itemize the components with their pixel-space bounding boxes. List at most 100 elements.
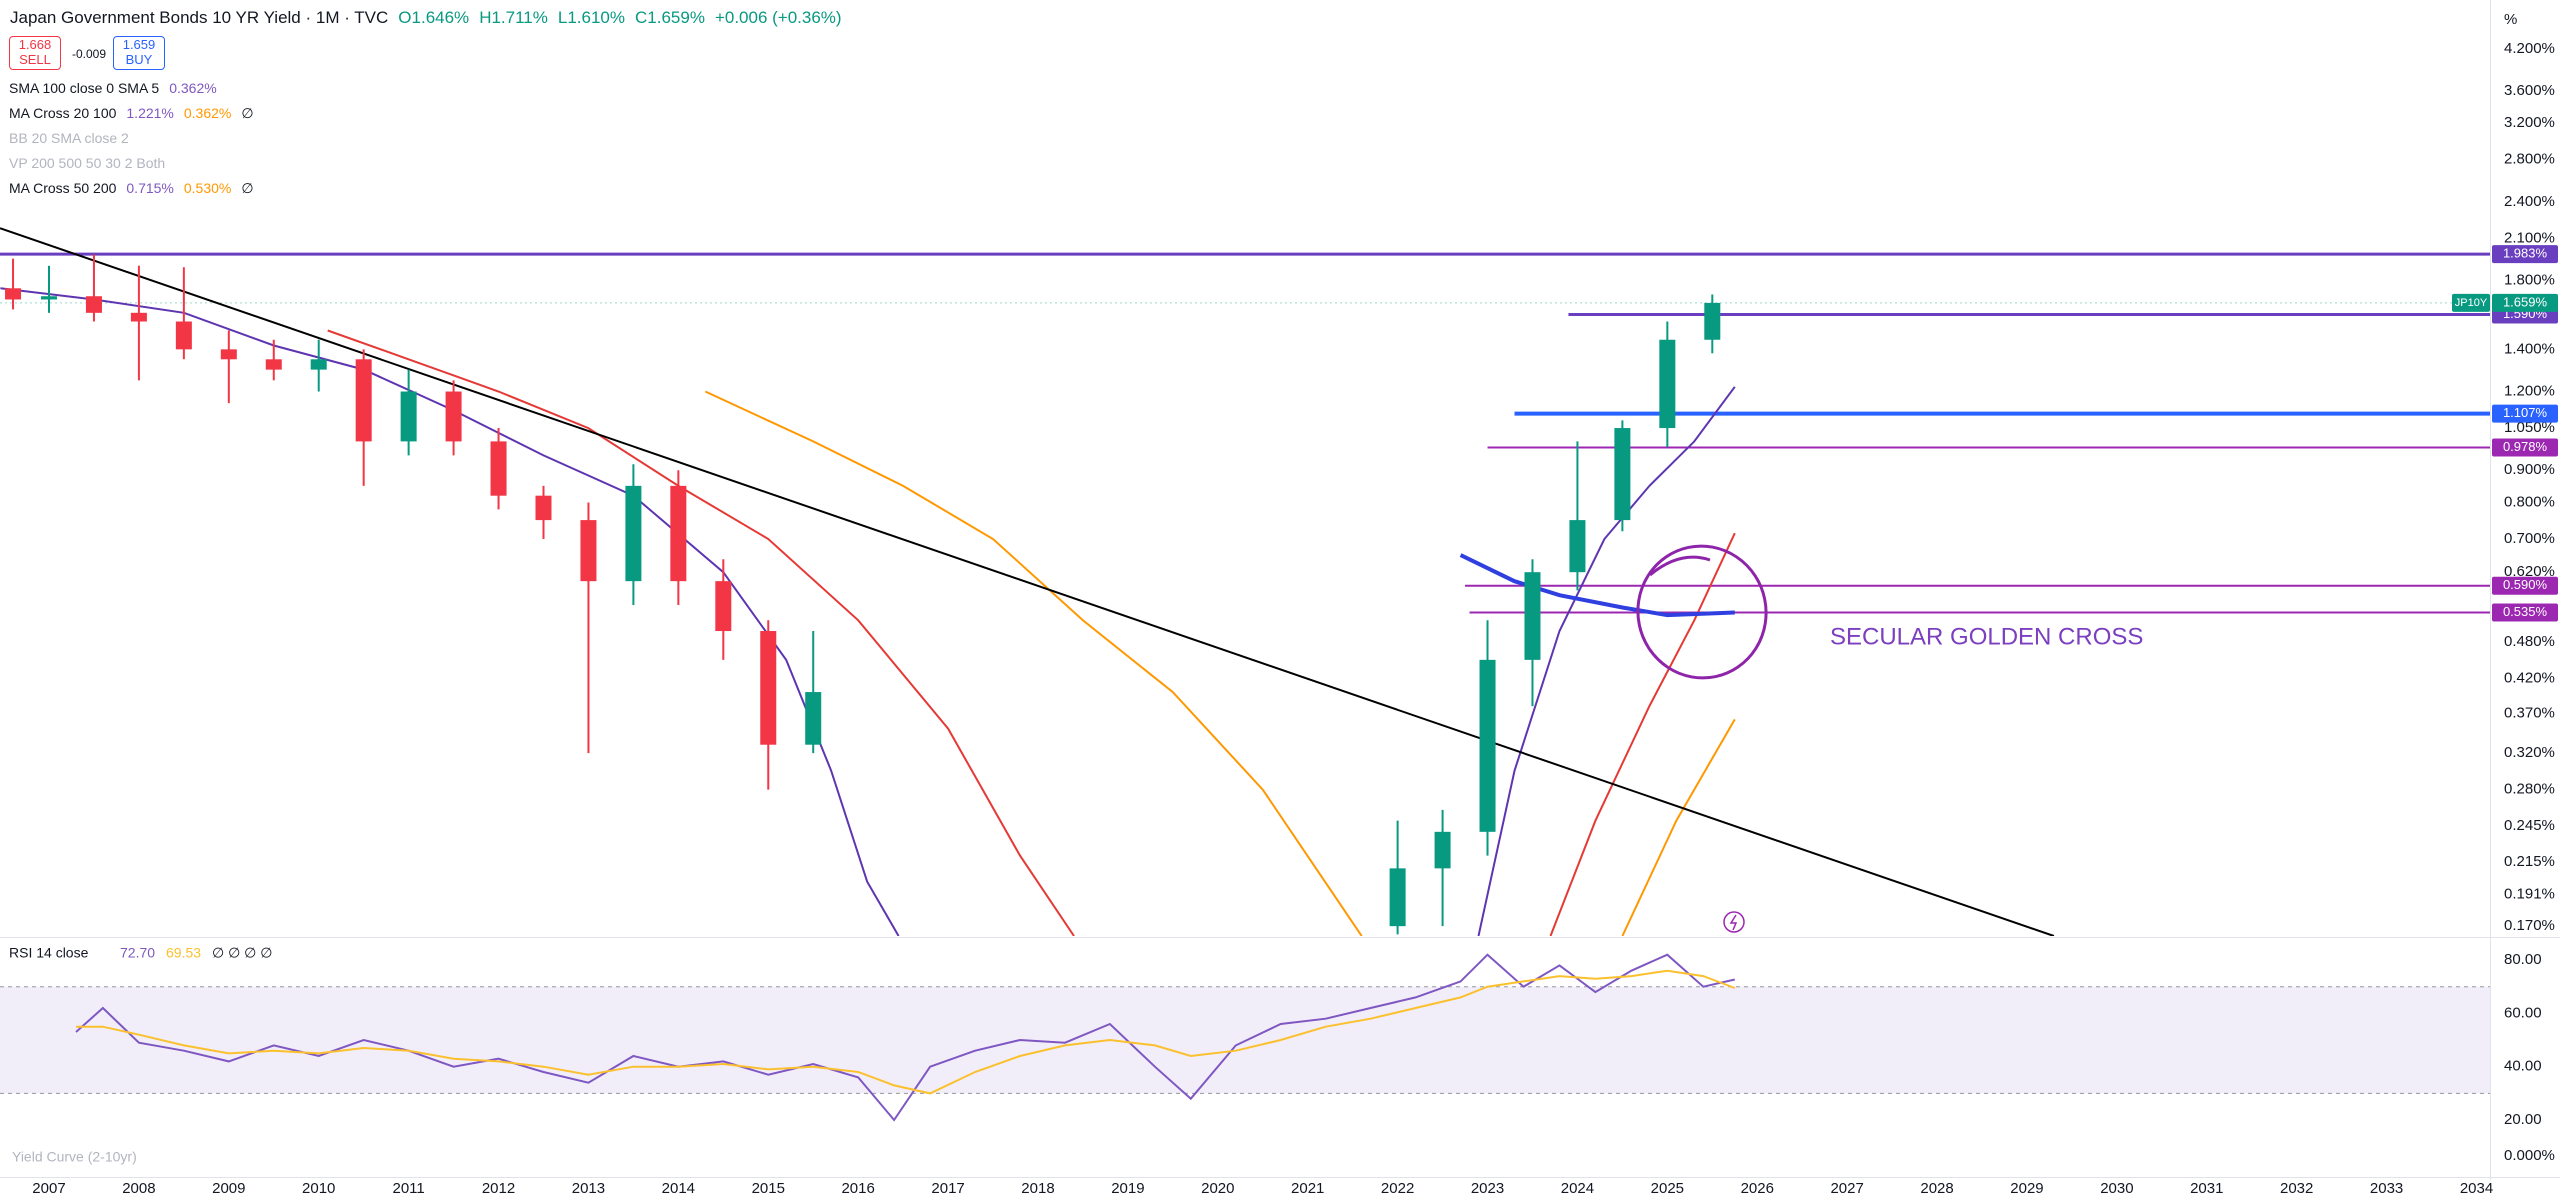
rsi-value: 72.70 [120, 945, 155, 961]
axes: 4.200% 3.600% 3.200% 2.800% 2.400% 2.100% 1.80… [32, 40, 2558, 1197]
y-tick-label: 2.400% [2504, 193, 2555, 210]
x-tick-label: 2009 [212, 1180, 245, 1197]
price-tag-label: 0.978% [2503, 439, 2548, 454]
sell-button[interactable]: 1.668 SELL [9, 36, 61, 70]
y-tick-label: 0.170% [2504, 917, 2555, 934]
event-icon[interactable] [1723, 911, 1745, 933]
indicator-row[interactable]: VP 200 500 50 30 2 Both [9, 155, 165, 171]
candle-body [5, 288, 22, 300]
main-pane [0, 227, 2490, 936]
y-tick-label: 3.600% [2504, 82, 2555, 99]
price-tag-label: 1.659% [2503, 294, 2548, 309]
spread: -0.009 [72, 47, 107, 61]
x-tick-label: 2008 [122, 1180, 155, 1197]
x-tick-label: 2021 [1291, 1180, 1324, 1197]
symbol-tag-label: JP10Y [2455, 297, 2488, 309]
candle-body [580, 520, 597, 582]
rsi-tick-label: 80.00 [2504, 951, 2542, 968]
rsi-line [75, 953, 1736, 1122]
y-tick-label: 2.800% [2504, 151, 2555, 168]
rsi-extra: ∅ ∅ ∅ ∅ [212, 945, 272, 961]
rsi-title: RSI 14 close [9, 945, 89, 961]
buy-price: 1.659 [122, 37, 156, 52]
candle-body [1434, 831, 1451, 869]
indicator-value: ∅ [241, 180, 254, 196]
x-tick-label: 2031 [2190, 1180, 2223, 1197]
x-tick-label: 2013 [572, 1180, 605, 1197]
indicator-value: ∅ [241, 105, 254, 121]
candle-body [40, 296, 57, 300]
y-tick-label: 0.900% [2504, 461, 2555, 478]
price-tag [2492, 245, 2558, 264]
x-tick-label: 2015 [752, 1180, 785, 1197]
y-tick-label: 0.245% [2504, 817, 2555, 834]
candle-body [400, 391, 417, 442]
x-tick-label: 2032 [2280, 1180, 2313, 1197]
indicator-value: 0.530% [183, 180, 232, 196]
candle-body [85, 296, 102, 313]
candle-body [1479, 659, 1496, 832]
indicator-value: 0.362% [169, 80, 217, 96]
candle-body [175, 321, 192, 350]
indicator-name: VP 200 500 50 30 2 Both [9, 155, 166, 171]
indicator-line [0, 227, 2055, 936]
unit-label: % [2504, 11, 2517, 28]
symbol-tag [2452, 293, 2490, 312]
x-tick-label: 2022 [1381, 1180, 1414, 1197]
candle-body [805, 692, 822, 745]
indicator-row[interactable]: MA Cross 20 100 1.221% 0.362% ∅ [9, 105, 254, 122]
candle-body [310, 359, 327, 370]
rsi-tick-label: 40.00 [2504, 1058, 2542, 1075]
candle-body [130, 312, 147, 322]
y-tick-label: 0.420% [2504, 670, 2555, 687]
symbol-title[interactable]: Japan Government Bonds 10 YR Yield · 1M … [10, 8, 389, 27]
y-tick-label: 0.480% [2504, 633, 2555, 650]
x-tick-label: 2012 [482, 1180, 515, 1197]
x-tick-label: 2020 [1201, 1180, 1234, 1197]
indicator-name: SMA 100 close 0 SMA 5 [9, 80, 160, 96]
event-icon-bolt [1729, 914, 1738, 931]
x-tick-label: 2018 [1021, 1180, 1054, 1197]
indicator-name: MA Cross 20 100 [9, 105, 117, 121]
candle-body [1569, 520, 1586, 573]
indicator-name: BB 20 SMA close 2 [9, 130, 129, 146]
sell-price: 1.668 [18, 37, 52, 52]
candle-body [760, 631, 777, 745]
x-tick-label: 2033 [2370, 1180, 2403, 1197]
buy-label: BUY [125, 52, 153, 67]
x-tick-label: 2034 [2460, 1180, 2493, 1197]
indicator-value: 0.715% [126, 180, 174, 196]
rsi-line [76, 969, 1736, 1095]
price-tag-label: 0.590% [2503, 577, 2548, 592]
change: +0.006 (+0.36%) [714, 8, 842, 27]
price-tag-label: 1.983% [2503, 246, 2548, 261]
y-tick-label: 1.400% [2504, 340, 2555, 357]
candle-body [625, 485, 642, 582]
x-tick-label: 2026 [1741, 1180, 1774, 1197]
rsi-tick-label: 60.00 [2504, 1004, 2542, 1021]
buy-button[interactable]: 1.659 BUY [113, 36, 165, 70]
y-tick-label: 0.370% [2504, 704, 2555, 721]
rsi-pane [0, 953, 2490, 1122]
x-tick-label: 2030 [2100, 1180, 2133, 1197]
indicator-row[interactable]: MA Cross 50 200 0.715% 0.530% ∅ [9, 180, 254, 197]
y-tick-label: 1.800% [2504, 272, 2555, 289]
indicator-line [704, 390, 1736, 936]
hand-drawn-circle [1636, 544, 1768, 680]
indicator-name: MA Cross 50 200 [9, 180, 117, 196]
y-tick-label: 4.200% [2504, 40, 2555, 57]
candle-body [445, 391, 462, 442]
sell-label: SELL [19, 52, 51, 67]
indicator-row[interactable]: SMA 100 close 0 SMA 5 0.362% [9, 80, 217, 96]
y-tick-label: 2.100% [2504, 229, 2555, 246]
high: H1.711% [479, 8, 548, 27]
annotation: SECULAR GOLDEN CROSS [1830, 623, 2143, 650]
indicator-row[interactable]: BB 20 SMA close 2 [9, 130, 129, 146]
x-tick-label: 2027 [1830, 1180, 1863, 1197]
y-tick-label: 1.050% [2504, 419, 2555, 436]
x-tick-label: 2019 [1111, 1180, 1144, 1197]
header: Japan Government Bonds 10 YR Yield · 1M … [10, 8, 842, 28]
y-tick-label: 0.320% [2504, 744, 2555, 761]
